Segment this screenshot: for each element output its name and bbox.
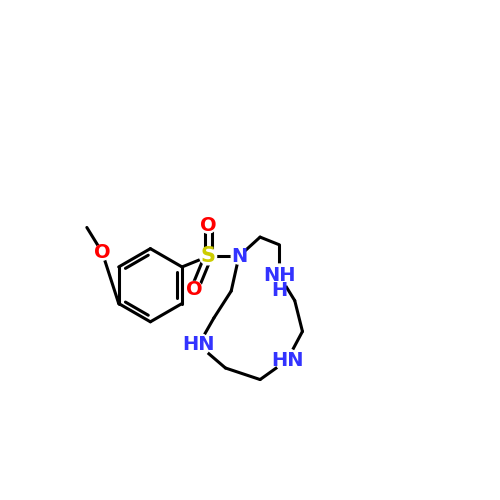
Text: HN: HN — [182, 336, 215, 354]
Circle shape — [200, 218, 216, 233]
Circle shape — [187, 334, 210, 356]
Text: O: O — [94, 243, 110, 262]
Circle shape — [231, 248, 246, 264]
Circle shape — [200, 248, 216, 265]
Text: HN: HN — [271, 351, 304, 370]
Circle shape — [276, 349, 298, 372]
Text: H: H — [271, 280, 287, 299]
Circle shape — [268, 264, 291, 287]
Text: N: N — [231, 247, 247, 266]
Text: NH: NH — [263, 266, 296, 285]
Text: O: O — [186, 280, 203, 298]
Circle shape — [94, 245, 110, 260]
Text: S: S — [200, 246, 216, 266]
Circle shape — [187, 282, 202, 297]
Text: O: O — [200, 216, 216, 235]
